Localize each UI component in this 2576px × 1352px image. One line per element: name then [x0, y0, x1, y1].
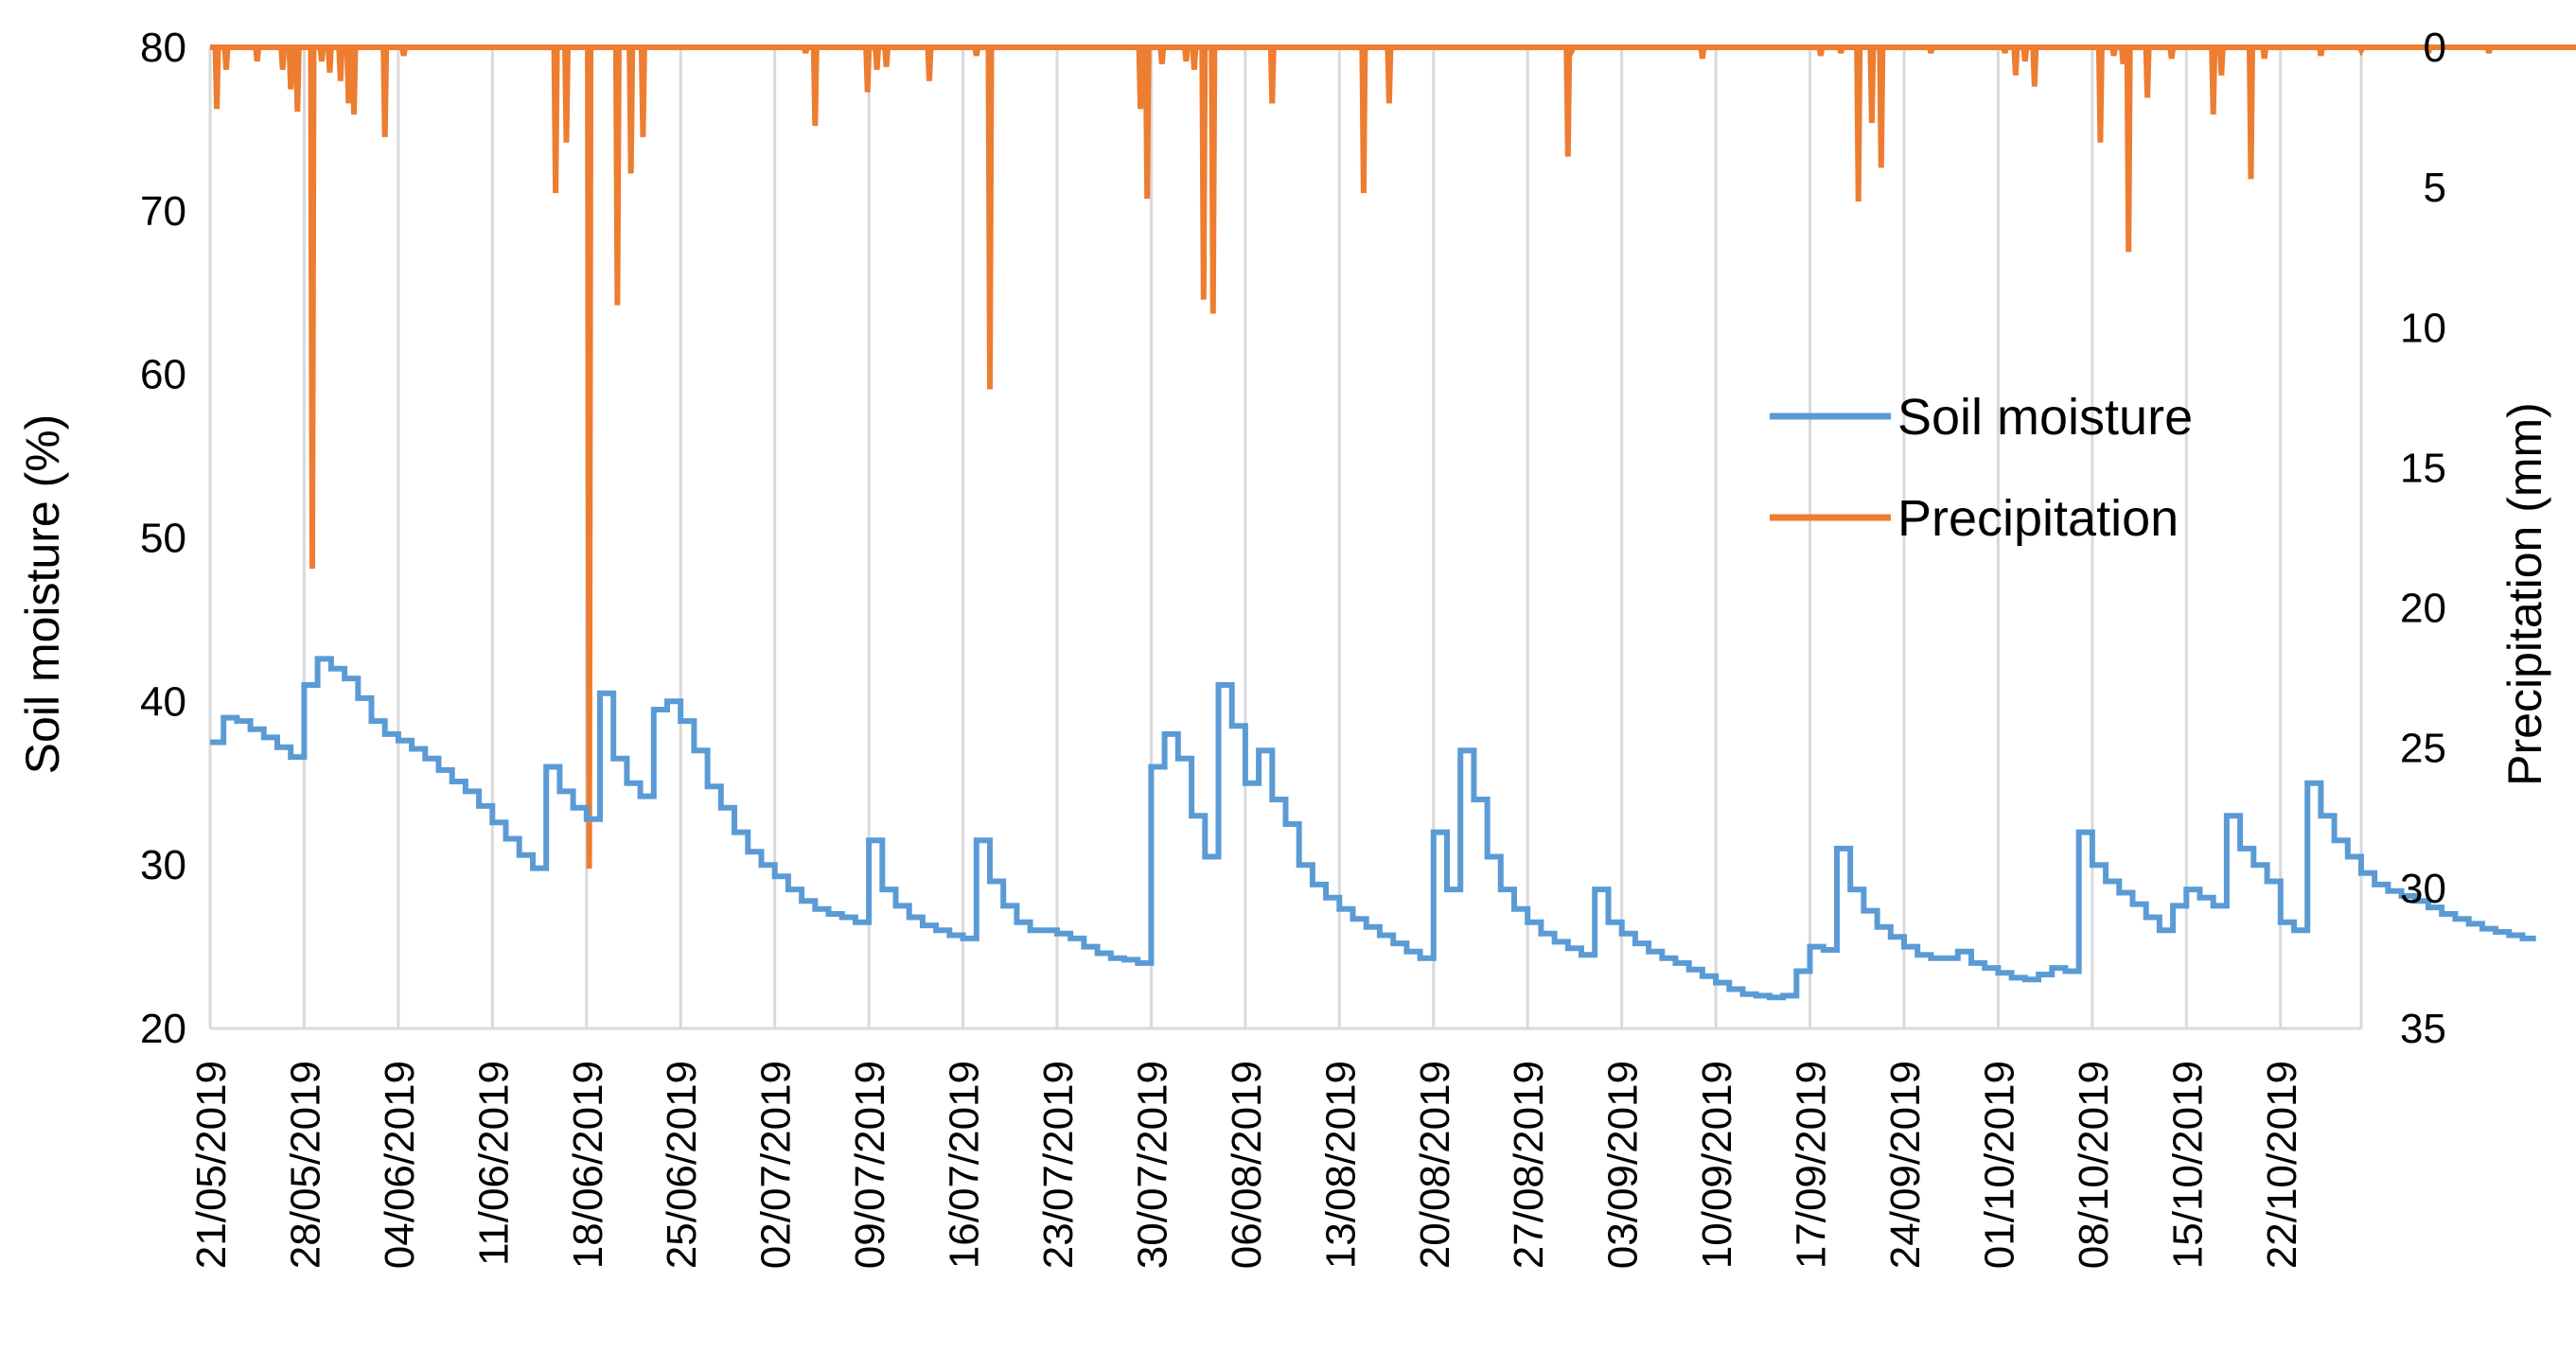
- x-tick-label: 16/07/2019: [942, 1061, 988, 1269]
- x-tick-label: 23/07/2019: [1035, 1061, 1082, 1269]
- right-y-tick-label: 10: [2400, 305, 2446, 351]
- right-axis-title: Precipitation (mm): [2498, 402, 2551, 786]
- left-y-tick-label: 30: [140, 842, 186, 888]
- x-tick-label: 11/06/2019: [470, 1061, 517, 1266]
- x-tick-label: 15/10/2019: [2164, 1061, 2211, 1269]
- right-y-tick-label: 35: [2400, 1006, 2446, 1052]
- legend-label-precipitation: Precipitation: [1897, 490, 2179, 547]
- right-y-tick-label: 5: [2424, 165, 2446, 211]
- left-y-tick-label: 70: [140, 188, 186, 235]
- x-tick-label: 06/08/2019: [1224, 1061, 1270, 1269]
- tick-labels: 21/05/2019 28/05/2019 04/06/2019 11/06/2019…: [140, 25, 2446, 1269]
- x-tick-label: 21/05/2019: [188, 1061, 235, 1269]
- legend-label-soil-moisture: Soil moisture: [1897, 389, 2193, 446]
- x-tick-label: 27/08/2019: [1506, 1061, 1552, 1269]
- soil-moisture-series: [210, 656, 2536, 1001]
- x-tick-label: 28/05/2019: [282, 1061, 328, 1269]
- left-y-tick-label: 50: [140, 516, 186, 562]
- left-y-tick-label: 40: [140, 678, 186, 725]
- precipitation-line: [210, 44, 2576, 869]
- x-tick-label: 22/10/2019: [2259, 1061, 2305, 1269]
- right-y-tick-label: 15: [2400, 445, 2446, 491]
- x-tick-label: 03/09/2019: [1600, 1061, 1647, 1269]
- right-y-tick-label: 30: [2400, 866, 2446, 912]
- x-tick-label: 17/09/2019: [1789, 1061, 1835, 1269]
- left-y-tick-label: 60: [140, 352, 186, 398]
- soil-moisture-line: [210, 656, 2536, 1001]
- x-tick-label: 08/10/2019: [2071, 1061, 2117, 1269]
- x-tick-label: 20/08/2019: [1412, 1061, 1458, 1269]
- precipitation-series: [210, 44, 2576, 869]
- x-tick-label: 02/07/2019: [753, 1061, 800, 1269]
- left-y-tick-label: 80: [140, 25, 186, 71]
- x-tick-label: 24/09/2019: [1882, 1061, 1929, 1269]
- x-tick-label: 10/09/2019: [1694, 1061, 1740, 1269]
- left-y-tick-label: 20: [140, 1006, 186, 1052]
- x-tick-label: 09/07/2019: [847, 1061, 893, 1269]
- right-y-tick-label: 0: [2424, 25, 2446, 71]
- left-axis-title: Soil moisture (%): [16, 414, 69, 775]
- x-tick-label: 25/06/2019: [659, 1061, 705, 1269]
- x-tick-label: 04/06/2019: [377, 1061, 423, 1269]
- right-y-tick-label: 20: [2400, 586, 2446, 632]
- x-tick-label: 18/06/2019: [565, 1061, 611, 1269]
- x-tick-label: 30/07/2019: [1129, 1061, 1175, 1269]
- x-tick-label: 13/08/2019: [1317, 1061, 1364, 1269]
- right-y-tick-label: 25: [2400, 726, 2446, 772]
- x-tick-label: 01/10/2019: [1976, 1061, 2022, 1269]
- legend: Soil moisture Precipitation: [1770, 389, 2193, 547]
